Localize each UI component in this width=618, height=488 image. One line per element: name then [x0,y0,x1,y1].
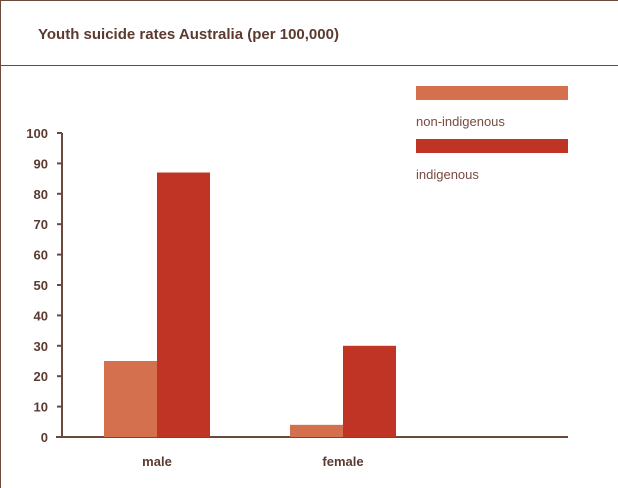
legend-label-non-indigenous: non-indigenous [416,114,505,129]
y-tick-label: 60 [34,248,48,263]
y-tick-label: 50 [34,278,48,293]
y-tick-label: 10 [34,400,48,415]
bars: male female [104,172,396,469]
y-tick-label: 40 [34,308,48,323]
legend-swatch-non-indigenous [416,86,568,100]
y-tick-label: 90 [34,156,48,171]
legend-swatch-indigenous [416,139,568,153]
legend-label-indigenous: indigenous [416,167,479,182]
y-tick-label: 100 [26,126,48,141]
legend: non-indigenous indigenous [416,86,568,182]
y-tick-label: 0 [41,430,48,445]
chart-header: Youth suicide rates Australia (per 100,0… [0,0,618,66]
bar-male-indigenous [157,172,210,437]
y-tick-label: 70 [34,217,48,232]
x-tick-label-female: female [322,454,363,469]
y-tick-label: 20 [34,369,48,384]
bar-male-non-indigenous [104,361,157,437]
y-tick-label: 30 [34,339,48,354]
y-tick-label: 80 [34,187,48,202]
bar-female-indigenous [343,345,396,437]
x-tick-label-male: male [142,454,172,469]
bar-female-non-indigenous [290,424,343,437]
chart-title: Youth suicide rates Australia (per 100,0… [38,26,339,43]
